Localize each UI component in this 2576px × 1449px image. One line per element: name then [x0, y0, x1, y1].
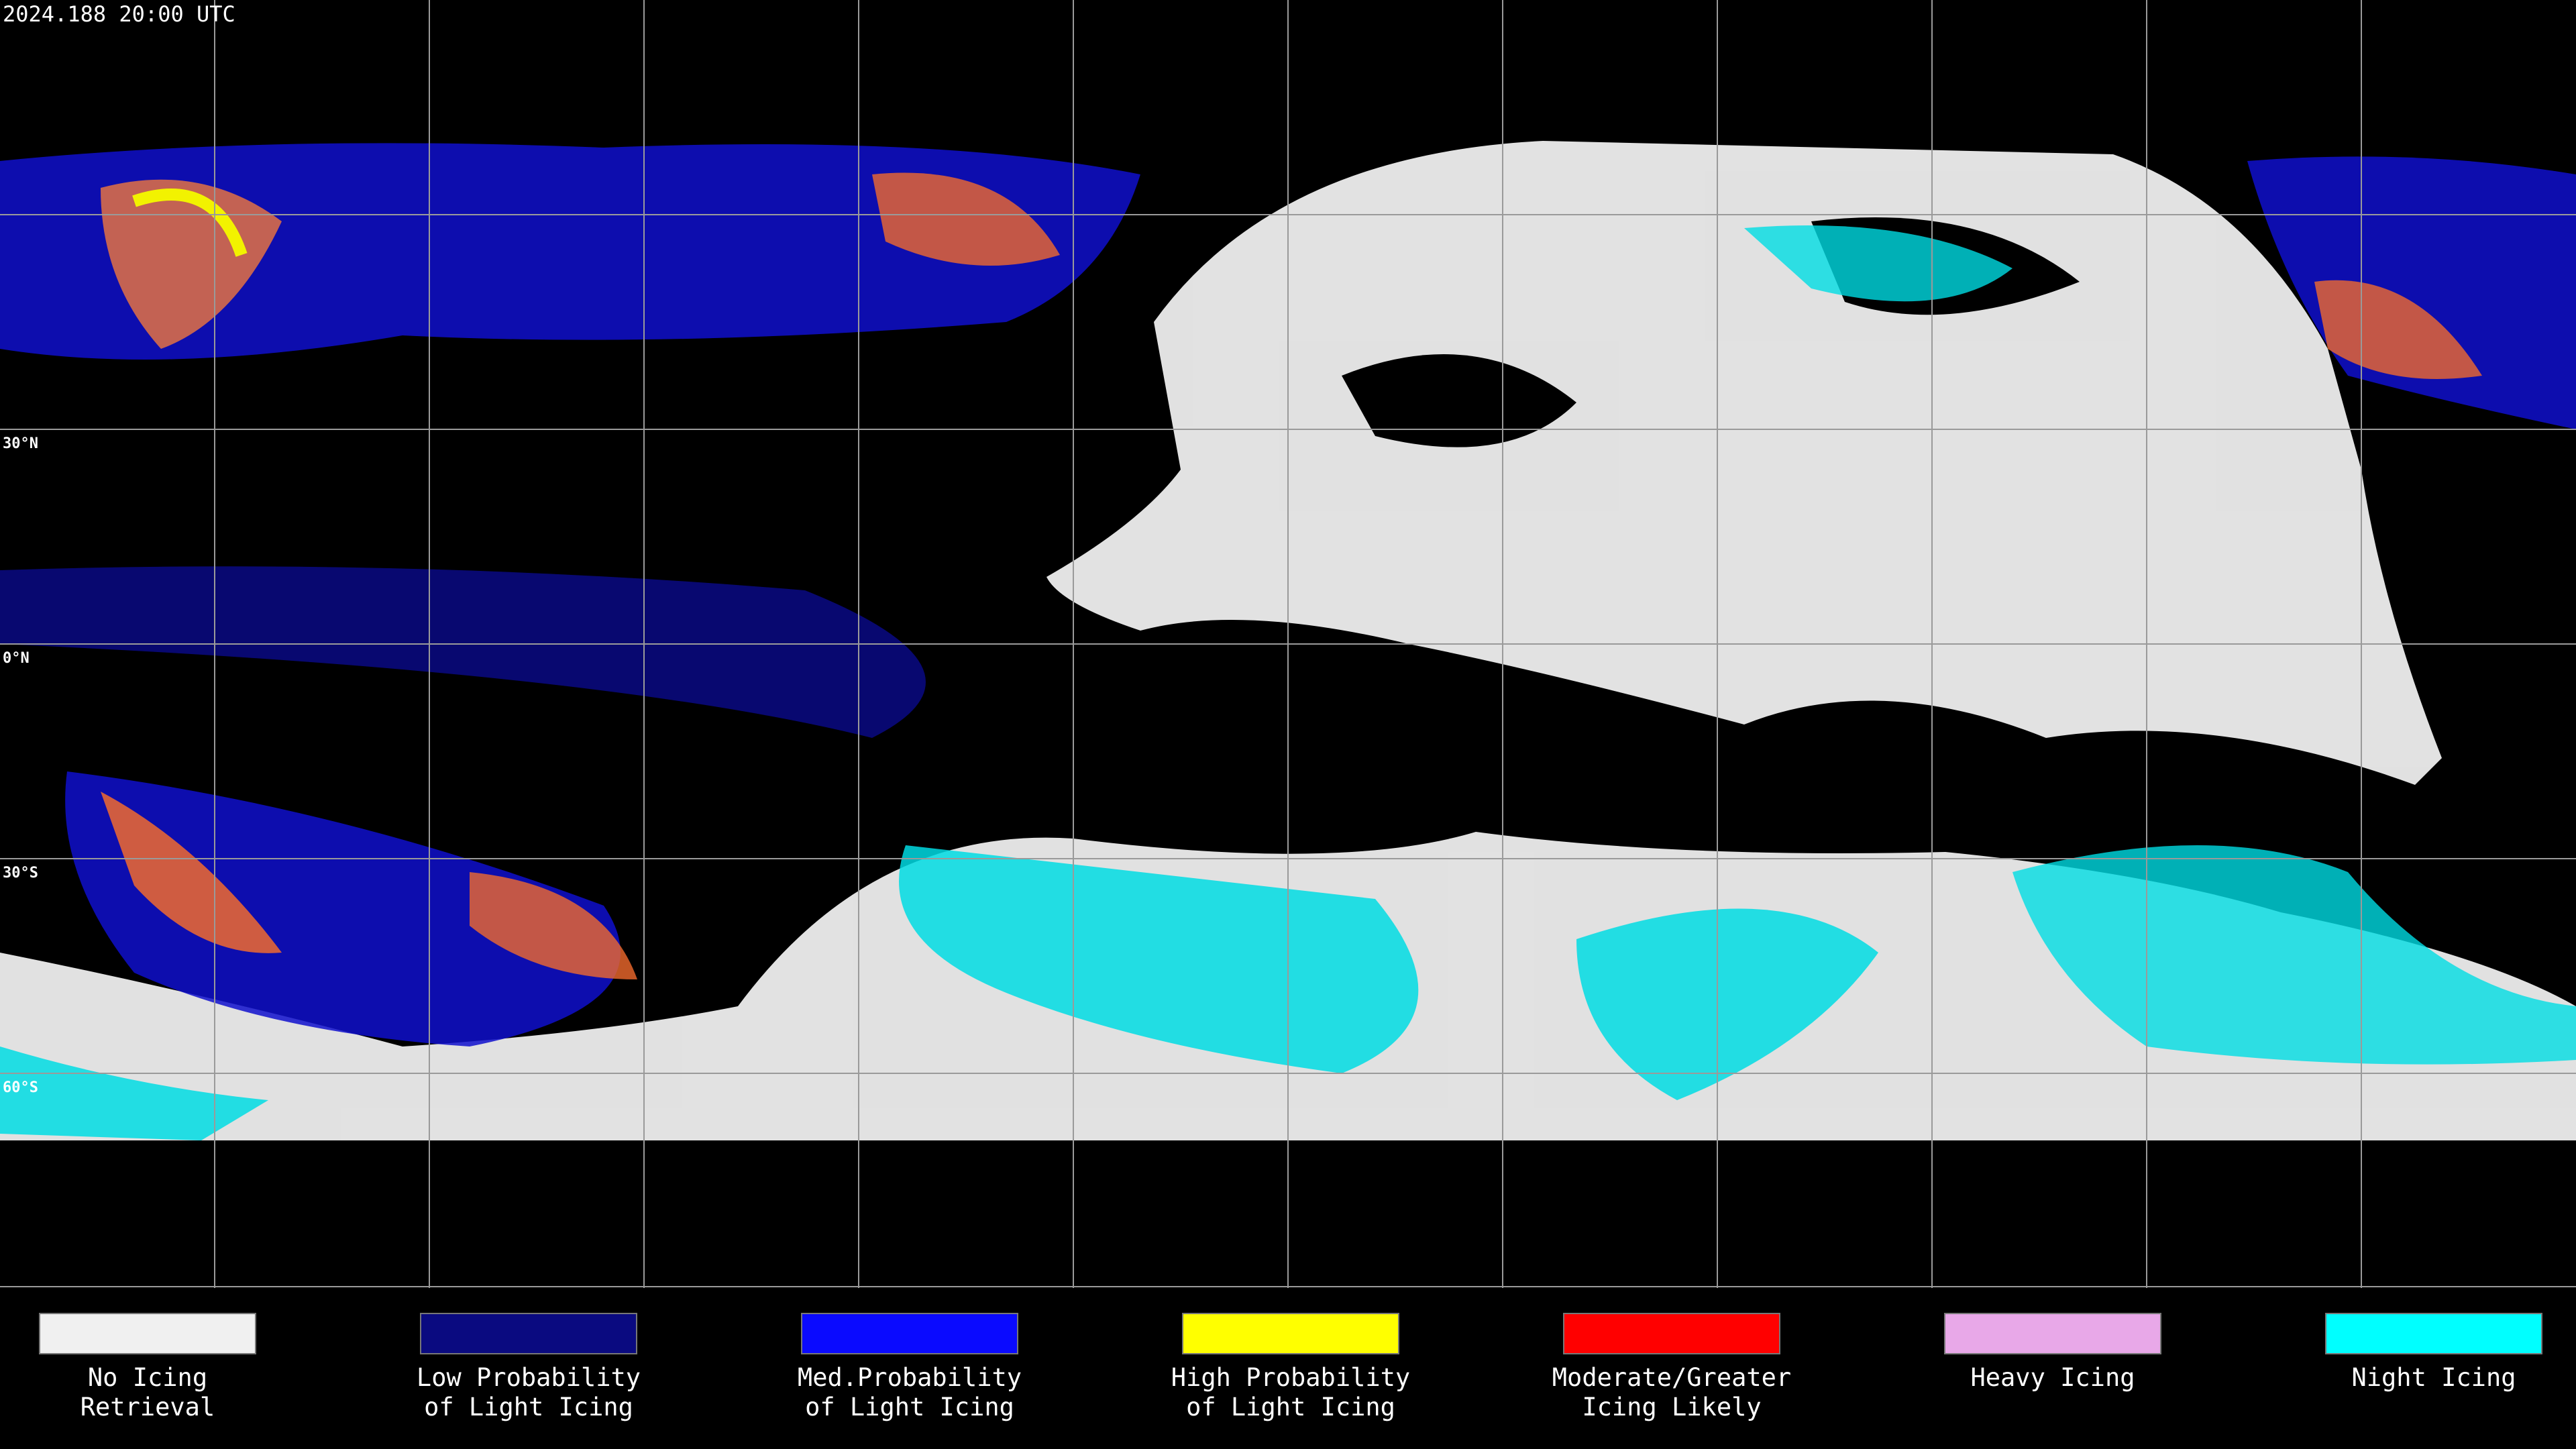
clear-sky — [1342, 354, 1576, 447]
legend-label: No Icing — [88, 1363, 207, 1392]
latitude-label: 60°S — [3, 1079, 38, 1096]
latitude-label: 0°N — [3, 650, 30, 667]
legend-swatch — [1563, 1313, 1780, 1354]
timestamp: 2024.188 20:00 UTC — [3, 1, 235, 27]
latitude-label: 30°S — [3, 865, 38, 881]
latitude-labels: 30°N 0°N 30°S 60°S — [3, 435, 38, 1096]
legend-label: Low Probability — [417, 1363, 641, 1392]
legend-swatch — [420, 1313, 637, 1354]
legend-label: Night Icing — [2351, 1363, 2516, 1392]
moderate-icing-cloud — [101, 179, 282, 349]
legend-label: Heavy Icing — [1970, 1363, 2135, 1392]
med-probability-cloud — [0, 566, 926, 738]
legend-label: Med.Probability — [798, 1363, 1022, 1392]
legend-swatch — [1182, 1313, 1399, 1354]
graticule — [0, 0, 2576, 1288]
night-icing-cloud — [2012, 845, 2576, 1065]
legend-label: Moderate/Greater — [1552, 1363, 1791, 1392]
night-icing-cloud — [1576, 908, 1878, 1100]
moderate-icing-cloud — [101, 792, 282, 953]
legend-label: Icing Likely — [1582, 1393, 1761, 1421]
med-probability-cloud — [65, 771, 621, 1046]
legend-swatch — [801, 1313, 1018, 1354]
moderate-icing-cloud — [470, 872, 637, 979]
legend-swatch — [39, 1313, 256, 1354]
legend-label: Retrieval — [80, 1393, 215, 1421]
legend-label: High Probability — [1171, 1363, 1410, 1392]
legend-label: of Light Icing — [1186, 1393, 1395, 1421]
latitude-label: 30°N — [3, 435, 38, 452]
med-probability-cloud — [2247, 156, 2576, 430]
med-probability-cloud — [0, 143, 1140, 360]
high-probability-cloud — [132, 189, 248, 257]
legend-label: of Light Icing — [424, 1393, 633, 1421]
moderate-icing-cloud — [872, 172, 1060, 266]
night-icing-cloud — [0, 1046, 268, 1140]
legend-swatch — [1944, 1313, 2161, 1354]
moderate-icing-cloud — [2314, 280, 2482, 379]
no-icing-cloud — [1046, 141, 2442, 785]
legend-swatch — [2325, 1313, 2542, 1354]
legend-label: of Light Icing — [805, 1393, 1014, 1421]
night-icing-cloud — [1744, 225, 2012, 302]
